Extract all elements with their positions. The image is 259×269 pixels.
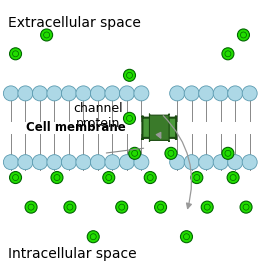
Circle shape bbox=[105, 86, 120, 101]
Circle shape bbox=[90, 86, 105, 101]
Circle shape bbox=[32, 86, 47, 101]
Circle shape bbox=[170, 86, 185, 101]
Circle shape bbox=[47, 155, 62, 170]
Circle shape bbox=[147, 175, 153, 180]
Circle shape bbox=[106, 175, 112, 180]
Circle shape bbox=[243, 204, 249, 210]
Circle shape bbox=[183, 234, 190, 240]
Text: Cell membrane: Cell membrane bbox=[26, 121, 126, 134]
Text: Extracellular space: Extracellular space bbox=[8, 16, 141, 30]
Circle shape bbox=[25, 201, 37, 213]
Circle shape bbox=[126, 72, 133, 78]
Circle shape bbox=[201, 201, 213, 213]
Text: Intracellular space: Intracellular space bbox=[8, 247, 137, 261]
Circle shape bbox=[10, 48, 21, 60]
Circle shape bbox=[12, 175, 19, 180]
Text: channel
protein: channel protein bbox=[74, 102, 123, 130]
Circle shape bbox=[227, 172, 239, 183]
Circle shape bbox=[134, 155, 149, 170]
Circle shape bbox=[61, 86, 76, 101]
Circle shape bbox=[18, 155, 33, 170]
Circle shape bbox=[240, 32, 247, 38]
Circle shape bbox=[64, 201, 76, 213]
Circle shape bbox=[238, 29, 249, 41]
Circle shape bbox=[116, 201, 128, 213]
Circle shape bbox=[242, 86, 257, 101]
Circle shape bbox=[47, 86, 62, 101]
Circle shape bbox=[103, 172, 115, 183]
Circle shape bbox=[119, 155, 134, 170]
Circle shape bbox=[3, 86, 18, 101]
Circle shape bbox=[124, 69, 135, 81]
FancyBboxPatch shape bbox=[142, 116, 176, 140]
Circle shape bbox=[184, 86, 199, 101]
Circle shape bbox=[90, 155, 105, 170]
Circle shape bbox=[230, 175, 236, 180]
Circle shape bbox=[228, 155, 243, 170]
Circle shape bbox=[105, 155, 120, 170]
Circle shape bbox=[240, 201, 252, 213]
Circle shape bbox=[76, 155, 91, 170]
Circle shape bbox=[213, 155, 228, 170]
Circle shape bbox=[191, 172, 203, 183]
Circle shape bbox=[165, 147, 177, 159]
Circle shape bbox=[157, 204, 164, 210]
Circle shape bbox=[181, 231, 192, 243]
Circle shape bbox=[3, 155, 18, 170]
Circle shape bbox=[194, 175, 200, 180]
Circle shape bbox=[199, 86, 214, 101]
Circle shape bbox=[12, 51, 19, 57]
Circle shape bbox=[222, 48, 234, 60]
FancyBboxPatch shape bbox=[149, 114, 169, 142]
Circle shape bbox=[87, 231, 99, 243]
Circle shape bbox=[44, 32, 50, 38]
Circle shape bbox=[126, 115, 133, 121]
Circle shape bbox=[119, 204, 125, 210]
Circle shape bbox=[132, 150, 138, 156]
Circle shape bbox=[204, 204, 210, 210]
Circle shape bbox=[54, 175, 60, 180]
Circle shape bbox=[170, 155, 185, 170]
Circle shape bbox=[41, 29, 53, 41]
Circle shape bbox=[129, 147, 141, 159]
Circle shape bbox=[144, 172, 156, 183]
Circle shape bbox=[67, 204, 73, 210]
Circle shape bbox=[222, 147, 234, 159]
Circle shape bbox=[168, 150, 174, 156]
Circle shape bbox=[51, 172, 63, 183]
Circle shape bbox=[134, 86, 149, 101]
Circle shape bbox=[90, 234, 96, 240]
Circle shape bbox=[225, 150, 231, 156]
Circle shape bbox=[228, 86, 243, 101]
Circle shape bbox=[124, 112, 135, 124]
Circle shape bbox=[18, 86, 33, 101]
Circle shape bbox=[76, 86, 91, 101]
Circle shape bbox=[119, 86, 134, 101]
Circle shape bbox=[213, 86, 228, 101]
Circle shape bbox=[242, 155, 257, 170]
Circle shape bbox=[32, 155, 47, 170]
Circle shape bbox=[155, 201, 167, 213]
Circle shape bbox=[61, 155, 76, 170]
Circle shape bbox=[199, 155, 214, 170]
Circle shape bbox=[10, 172, 21, 183]
Circle shape bbox=[225, 51, 231, 57]
Circle shape bbox=[28, 204, 34, 210]
Circle shape bbox=[184, 155, 199, 170]
